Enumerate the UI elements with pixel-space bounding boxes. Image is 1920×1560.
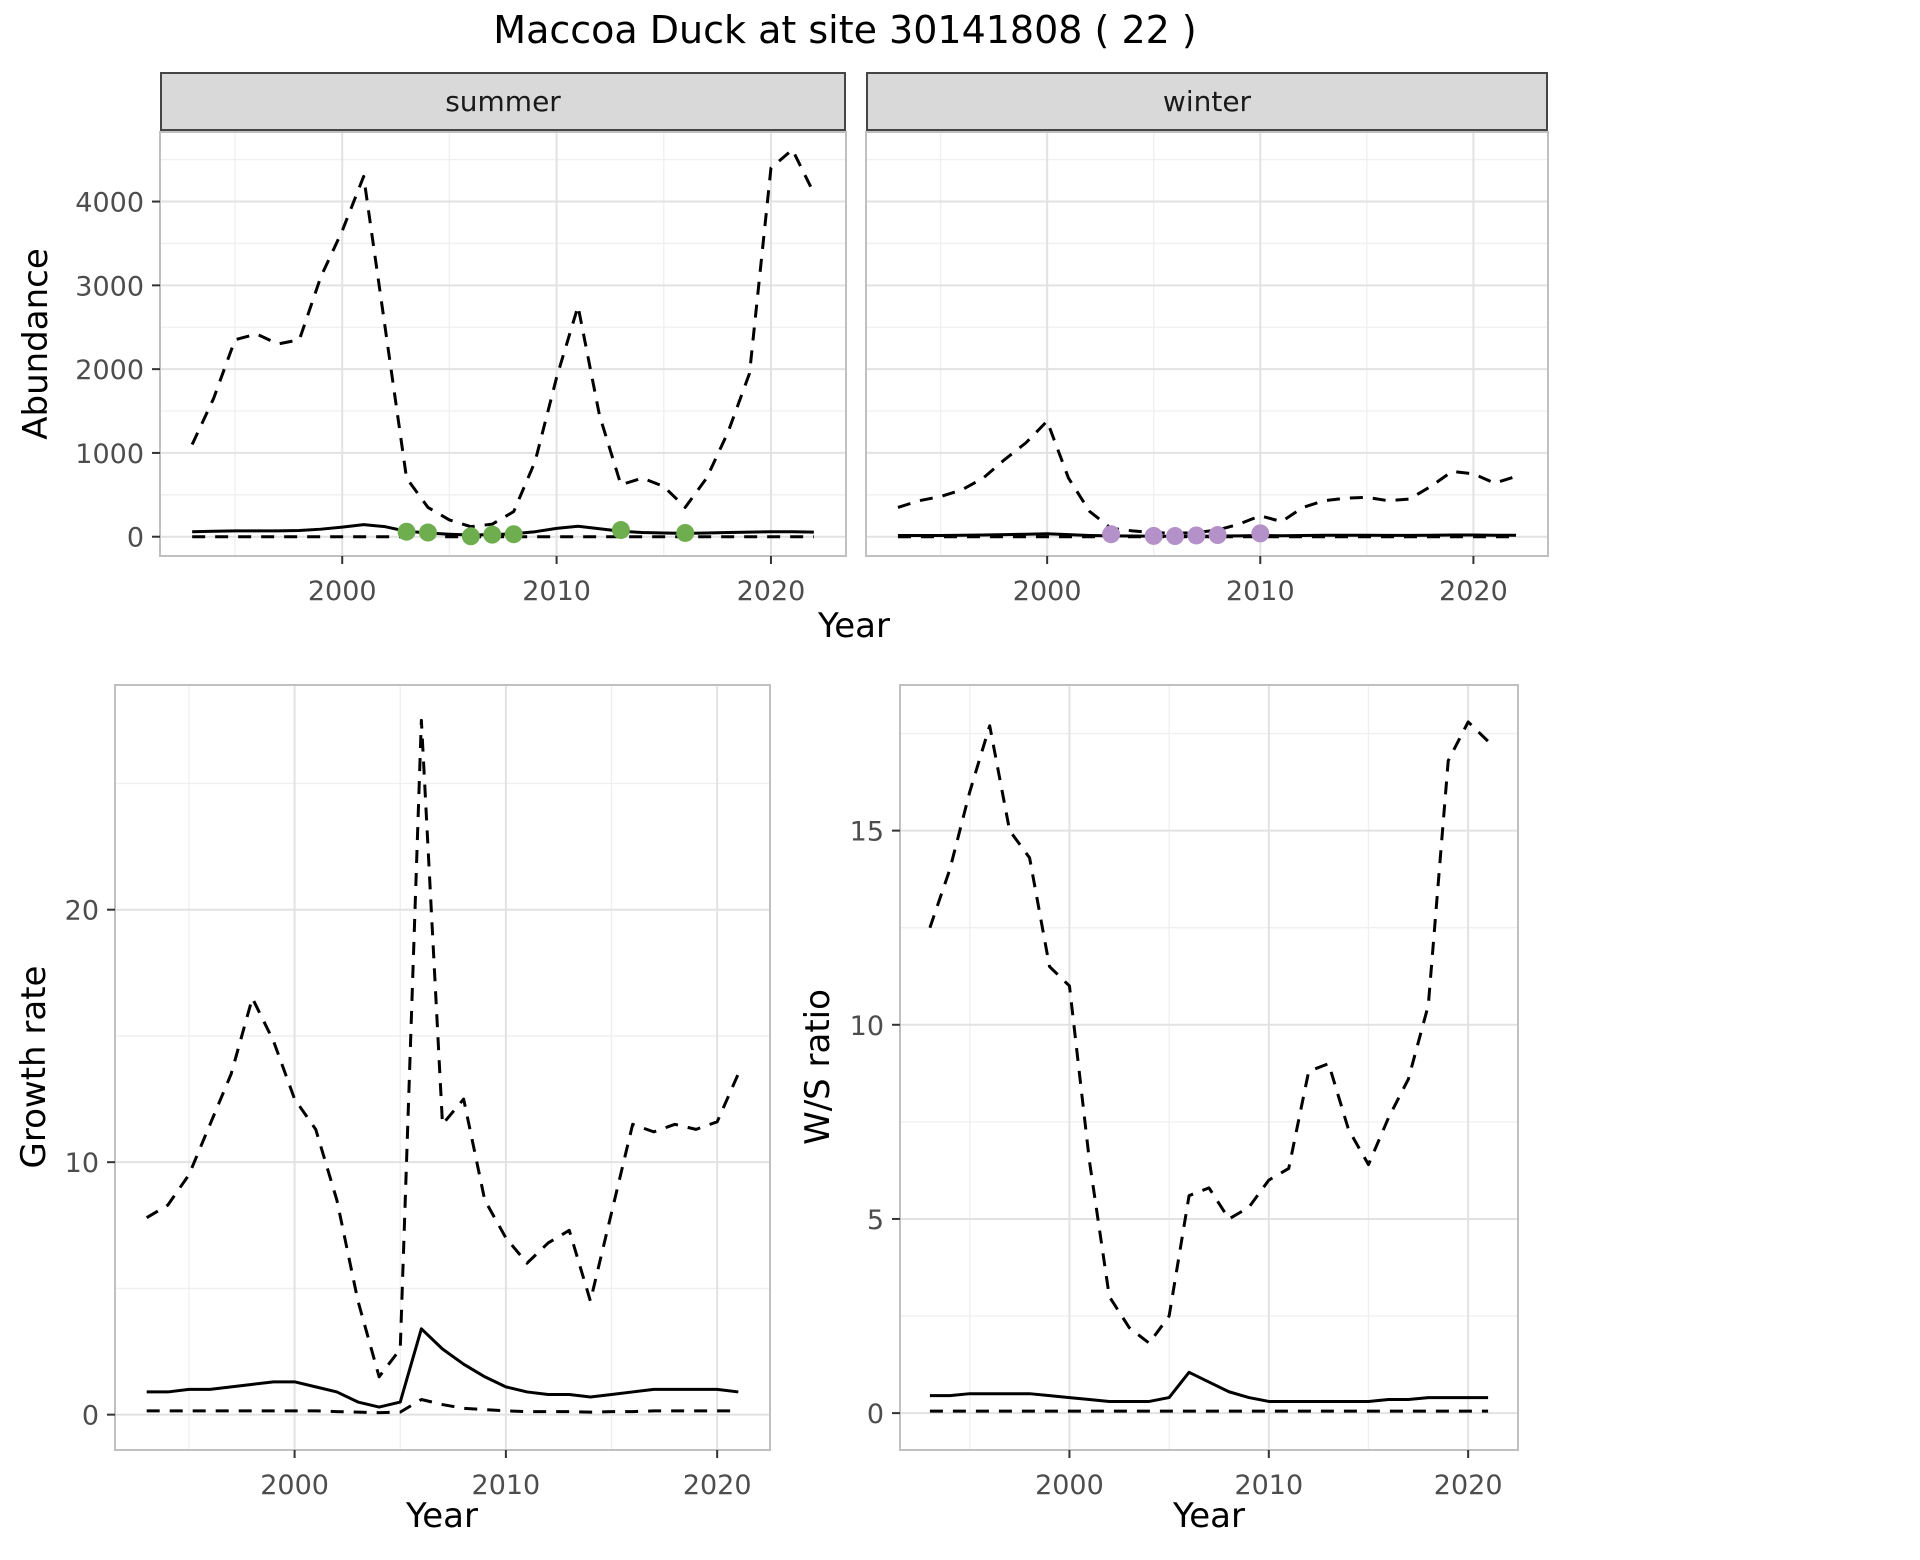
svg-text:0: 0	[867, 1399, 884, 1430]
x-axis-label-top: Year	[818, 606, 890, 646]
svg-text:2000: 2000	[308, 576, 377, 607]
x-axis-label-growth-rate: Year	[406, 1496, 478, 1536]
x-axis-label-ws-ratio: Year	[1173, 1496, 1245, 1536]
svg-text:20: 20	[65, 896, 99, 927]
y-axis-label-abundance: Abundance	[16, 248, 56, 440]
svg-text:5: 5	[867, 1205, 884, 1236]
svg-text:2010: 2010	[1226, 576, 1295, 607]
svg-text:1000: 1000	[75, 439, 144, 470]
svg-text:2000: 2000	[1013, 576, 1082, 607]
ws-ratio-plot: 2000 2010 2020 0 5 10 15	[850, 684, 1519, 1501]
svg-text:3000: 3000	[75, 271, 144, 302]
growth-rate-plot: 2000 2010 2020 0 10 20	[65, 684, 771, 1501]
svg-text:2020: 2020	[1439, 576, 1508, 607]
svg-text:4000: 4000	[75, 188, 144, 219]
abundance-summer-plot: 2000 2010 2020 0 1000 2000 3000 4000	[75, 131, 847, 607]
chart-title: Maccoa Duck at site 30141808 ( 22 )	[493, 8, 1197, 52]
svg-text:2010: 2010	[1234, 1470, 1303, 1501]
abundance-winter-plot: 2000 2010 2020	[865, 131, 1549, 607]
svg-text:2020: 2020	[683, 1470, 752, 1501]
facet-strip-summer: summer	[160, 72, 846, 132]
facet-label-summer: summer	[445, 85, 561, 118]
svg-text:10: 10	[850, 1011, 884, 1042]
svg-text:10: 10	[65, 1148, 99, 1179]
svg-text:2010: 2010	[522, 576, 591, 607]
svg-text:2010: 2010	[472, 1470, 541, 1501]
facet-strip-winter: winter	[866, 72, 1548, 132]
facet-label-winter: winter	[1162, 85, 1252, 118]
svg-text:2020: 2020	[1434, 1470, 1503, 1501]
svg-text:2000: 2000	[75, 355, 144, 386]
svg-text:0: 0	[127, 523, 144, 554]
svg-text:2000: 2000	[260, 1470, 329, 1501]
svg-text:2000: 2000	[1035, 1470, 1104, 1501]
svg-text:15: 15	[850, 817, 884, 848]
svg-text:2020: 2020	[737, 576, 806, 607]
svg-text:0: 0	[82, 1401, 99, 1432]
